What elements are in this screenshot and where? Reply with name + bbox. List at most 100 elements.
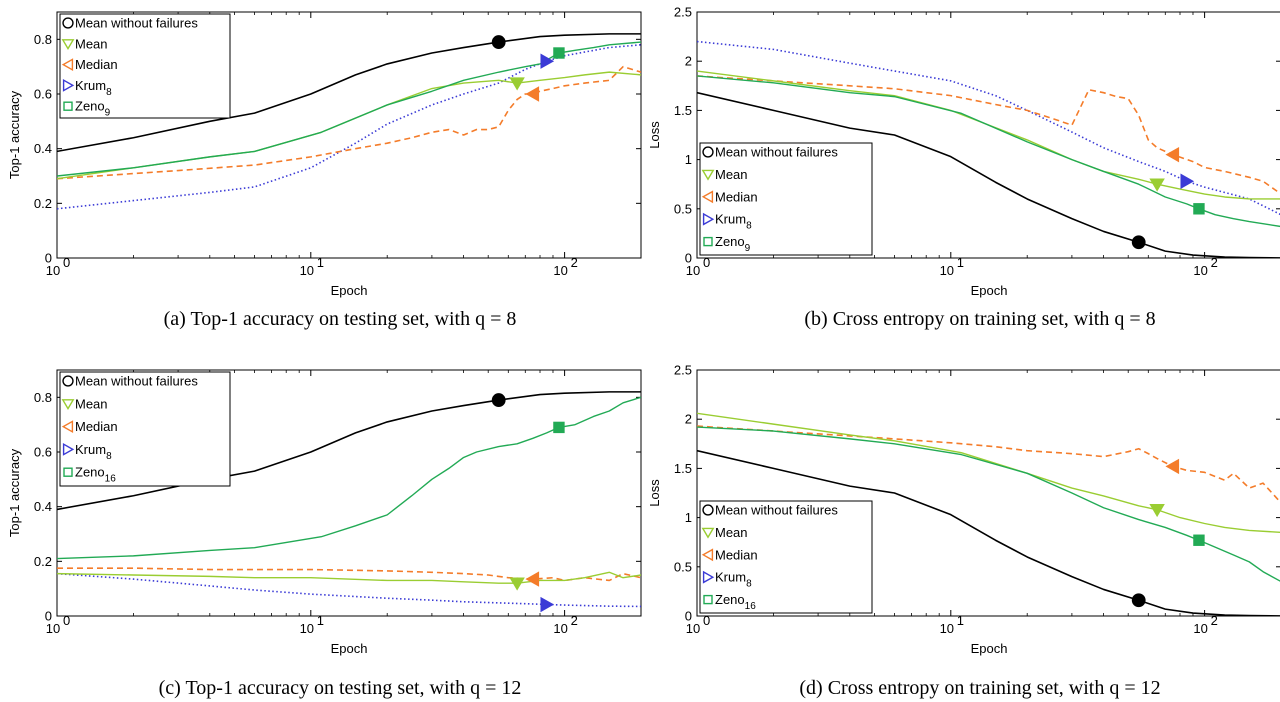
legend-marker-krum xyxy=(62,443,75,456)
caption-c: (c) Top-1 accuracy on testing set, with … xyxy=(158,677,522,699)
plot-frame xyxy=(696,11,1280,259)
legend-marker-mean xyxy=(61,399,75,410)
legend-subscript: 8 xyxy=(106,87,112,98)
y-tick-label: 2 xyxy=(685,412,692,427)
marker-zeno xyxy=(553,47,565,59)
caption-d: (d) Cross entropy on training set, with … xyxy=(799,677,1161,699)
series-line-median xyxy=(57,567,641,582)
legend-label: Krum8 xyxy=(75,78,112,98)
legend-marker-krum xyxy=(702,212,715,226)
series-line-median xyxy=(697,75,1280,195)
legend-marker-mean xyxy=(701,527,715,539)
legend-label: Median xyxy=(715,547,758,562)
x-tick-label: 10 xyxy=(553,621,567,636)
series-line-zeno xyxy=(57,41,641,177)
marker-zeno xyxy=(1193,203,1205,215)
legend-label: Mean without failures xyxy=(715,503,838,518)
series-lines xyxy=(697,412,1280,616)
legend-label: Mean xyxy=(75,396,108,411)
series-line-krum xyxy=(57,44,641,210)
caption-a: (a) Top-1 accuracy on testing set, with … xyxy=(163,308,517,330)
series-line-zeno xyxy=(697,75,1280,228)
legend-label: Median xyxy=(75,57,118,72)
series-line-krum xyxy=(57,572,641,608)
marker-mean-without-failures xyxy=(1131,593,1146,608)
marker-median xyxy=(525,571,540,587)
marker-mean xyxy=(1149,178,1165,192)
legend: Mean without failuresMeanMedianKrum8Zeno… xyxy=(59,371,231,487)
y-axis-label: Loss xyxy=(647,121,662,149)
series-lines xyxy=(57,33,641,210)
x-axis-label: Epoch xyxy=(331,641,368,656)
marker-median xyxy=(1165,146,1180,163)
legend-marker-zeno xyxy=(703,236,713,247)
series-line-mean xyxy=(57,571,641,584)
legend-label: Mean xyxy=(75,36,108,51)
y-axis-label: Top-1 accuracy xyxy=(7,448,22,537)
legend-marker-zeno xyxy=(63,467,73,477)
x-tick-exponent: 1 xyxy=(957,613,964,628)
y-axis-label: Loss xyxy=(647,479,662,507)
x-tick-label: 10 xyxy=(300,621,314,636)
legend-marker-median xyxy=(61,420,74,433)
series-lines xyxy=(697,40,1280,258)
marker-mean-without-failures xyxy=(491,393,506,407)
y-tick-label: 0.6 xyxy=(34,445,52,460)
y-tick-label: 1 xyxy=(685,152,692,167)
legend-label: Zeno9 xyxy=(75,99,111,119)
legend-subscript: 8 xyxy=(106,451,112,462)
legend-subscript: 9 xyxy=(745,243,751,254)
marker-mean xyxy=(1149,504,1165,518)
legend-label: Mean xyxy=(715,525,748,540)
legend-marker-krum xyxy=(62,79,75,92)
x-tick-label: 10 xyxy=(940,263,954,278)
marker-mean-without-failures xyxy=(491,35,506,49)
x-tick-label: 10 xyxy=(553,263,567,278)
legend-label: Mean xyxy=(715,167,748,182)
x-tick-label: 10 xyxy=(46,621,60,636)
legend-marker-mean-without-failures xyxy=(62,375,74,387)
marker-zeno xyxy=(553,421,565,434)
y-tick-label: 0.5 xyxy=(674,201,692,216)
series-line-mean-without-failures xyxy=(697,449,1280,616)
x-tick-exponent: 0 xyxy=(63,255,70,270)
x-tick-exponent: 2 xyxy=(1211,255,1218,270)
legend-marker-krum xyxy=(702,570,715,584)
legend-marker-zeno xyxy=(703,594,713,605)
legend-marker-zeno xyxy=(63,101,73,111)
legend-marker-mean xyxy=(701,169,715,181)
y-tick-label: 2 xyxy=(685,54,692,69)
legend-label: Krum8 xyxy=(715,570,752,590)
marker-median xyxy=(1165,458,1180,475)
y-tick-label: 0.2 xyxy=(34,554,52,569)
series-line-median xyxy=(697,425,1280,503)
caption-b: (b) Cross entropy on training set, with … xyxy=(804,308,1156,330)
legend-marker-median xyxy=(701,190,714,204)
legend-label: Median xyxy=(715,189,758,204)
series-line-zeno xyxy=(697,426,1280,582)
legend-label: Krum8 xyxy=(715,212,752,232)
y-tick-label: 2.5 xyxy=(674,363,692,378)
legend-box xyxy=(699,500,873,614)
x-tick-exponent: 1 xyxy=(317,613,324,628)
x-axis-label: Epoch xyxy=(331,283,368,298)
plot-frame xyxy=(696,369,1280,617)
marker-krum xyxy=(540,53,555,69)
series-line-zeno xyxy=(57,396,641,560)
y-axis-label: Top-1 accuracy xyxy=(7,90,22,179)
legend-subscript: 16 xyxy=(105,474,117,485)
x-tick-exponent: 2 xyxy=(571,613,578,628)
legend-subscript: 8 xyxy=(746,221,752,232)
legend-label: Krum8 xyxy=(75,442,112,462)
legend-marker-mean-without-failures xyxy=(62,17,74,29)
marker-zeno xyxy=(1193,534,1205,546)
y-tick-label: 0 xyxy=(45,251,52,266)
series-line-mean-without-failures xyxy=(697,91,1280,258)
x-tick-label: 10 xyxy=(686,263,700,278)
plot-frame xyxy=(56,11,642,259)
legend-marker-median xyxy=(61,58,74,71)
marker-mean-without-failures xyxy=(1131,235,1146,250)
y-tick-label: 1 xyxy=(685,510,692,525)
x-tick-exponent: 1 xyxy=(317,255,324,270)
